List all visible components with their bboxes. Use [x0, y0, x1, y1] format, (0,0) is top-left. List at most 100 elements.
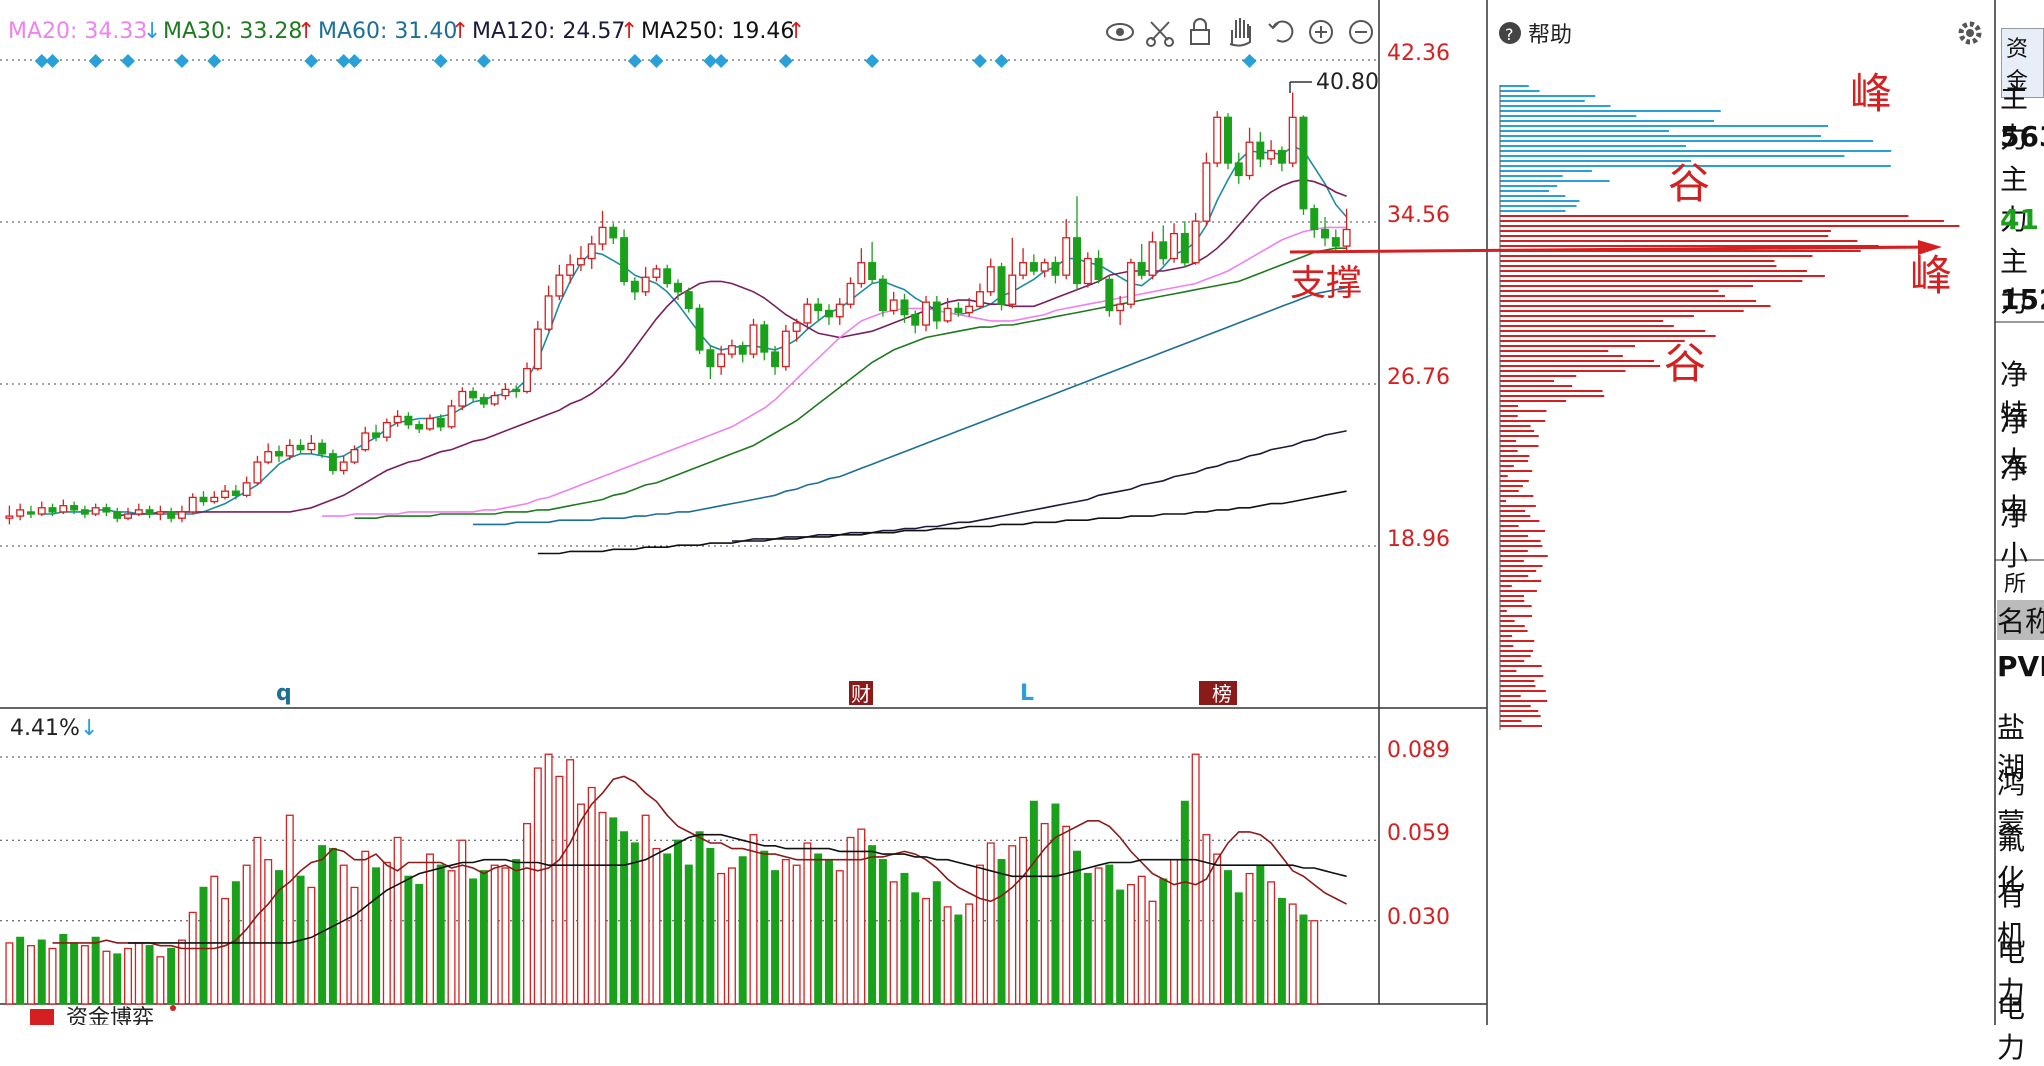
- volume-bar-down: [911, 892, 920, 1005]
- ma250-up-arrow: ↑: [787, 19, 805, 44]
- candle-down: [630, 280, 639, 293]
- side-list-item[interactable]: 鸿蒙: [1997, 767, 2026, 840]
- price-tick-label: 34.56: [1387, 203, 1450, 228]
- lock-icon[interactable]: [1190, 18, 1210, 45]
- candle-down: [738, 345, 747, 355]
- scissors-icon[interactable]: [1146, 21, 1174, 47]
- help-icon-glyph: ?: [1505, 25, 1514, 44]
- candle-down: [824, 309, 833, 318]
- side-list-item[interactable]: 氟化: [1997, 823, 2026, 896]
- price-axis: 42.36 34.56 26.76 18.96: [1387, 41, 1450, 552]
- volume-axis: 0.089 0.059 0.030: [1387, 738, 1450, 930]
- undo-icon[interactable]: [1268, 20, 1294, 43]
- candle-up: [846, 282, 855, 305]
- candle-down: [684, 291, 693, 310]
- zoom-out-icon[interactable]: [1349, 20, 1373, 44]
- candle-up: [393, 415, 402, 424]
- volume-bar-up: [242, 864, 251, 1005]
- volume-bar-down: [1029, 800, 1038, 1005]
- volume-bar-up: [1191, 753, 1200, 1005]
- side-net-label: 净小: [2000, 499, 2029, 572]
- volume-bar-down: [868, 845, 877, 1005]
- bottom-tab-fund-game[interactable]: 资金博弈: [30, 1005, 176, 1025]
- volume-down-arrow: ↓: [80, 716, 98, 741]
- volume-bar-up: [803, 842, 812, 1005]
- volume-bar-up: [339, 864, 348, 1005]
- side-list-item[interactable]: 电力: [1997, 991, 2026, 1064]
- volume-bar-up: [1094, 867, 1103, 1005]
- volume-bar-up: [641, 814, 650, 1005]
- ma120-up-arrow: ↑: [620, 19, 638, 44]
- candle-down: [900, 299, 909, 316]
- volume-bar-up: [889, 881, 898, 1005]
- volume-bar-down: [113, 953, 122, 1005]
- candle-down: [1137, 262, 1146, 276]
- candle-up: [1008, 274, 1017, 305]
- volume-bar-up: [652, 847, 661, 1005]
- side-list-item[interactable]: 盐湖: [1997, 711, 2026, 784]
- candle-down: [1051, 262, 1060, 276]
- event-marker: [627, 54, 642, 68]
- volume-bar-up: [523, 822, 532, 1005]
- volume-bar-up: [264, 859, 273, 1005]
- event-marker: [714, 54, 729, 68]
- candle-up: [587, 243, 596, 260]
- event-marker: [703, 54, 718, 68]
- side-list-item[interactable]: 电力: [1997, 935, 2026, 1008]
- help-button[interactable]: ? 帮助: [1499, 22, 1572, 48]
- ma20-legend: MA20: 34.33: [8, 19, 147, 44]
- volume-bar-down: [1223, 870, 1232, 1005]
- hand-icon[interactable]: [1229, 18, 1251, 47]
- volume-bar-up: [382, 861, 391, 1005]
- volume-bar-down: [1256, 864, 1265, 1005]
- candle-down: [26, 511, 35, 515]
- candle-down: [167, 511, 176, 519]
- ma30-legend: MA30: 33.28: [163, 19, 302, 44]
- candle-up: [59, 505, 68, 513]
- volume-bar-up: [1008, 845, 1017, 1005]
- candle-down: [1234, 162, 1243, 177]
- volume-bar-down: [1277, 897, 1286, 1005]
- zoom-in-icon[interactable]: [1309, 20, 1333, 44]
- candle-up: [544, 295, 553, 330]
- eye-icon[interactable]: [1106, 23, 1134, 41]
- ma120-line: [731, 430, 1347, 542]
- candle-up: [598, 226, 607, 245]
- volume-bar-down: [760, 850, 769, 1005]
- candle-up: [1116, 303, 1125, 312]
- volume-bar-up: [447, 870, 456, 1005]
- volume-bar-up: [975, 864, 984, 1005]
- side-list-header[interactable]: 名称: [1997, 600, 2044, 640]
- event-marker: [972, 54, 987, 68]
- candle-up: [458, 390, 467, 407]
- candle-up: [1062, 237, 1071, 276]
- side-row-label: 主力: [2000, 245, 2029, 318]
- volume-bar-down: [318, 845, 327, 1005]
- event-marker: [304, 54, 319, 68]
- candle-up: [425, 417, 434, 430]
- volume-bar-up: [1126, 884, 1135, 1005]
- candle-down: [1277, 149, 1286, 164]
- candle-down: [372, 432, 381, 438]
- candle-up: [264, 451, 273, 463]
- side-list-item[interactable]: PVD: [1997, 650, 2044, 683]
- volume-bar-down: [167, 947, 176, 1005]
- candle-up: [965, 305, 974, 314]
- volume-bar-up: [285, 814, 294, 1005]
- candle-down: [760, 324, 769, 353]
- volume-bar-up: [555, 775, 564, 1005]
- candle-up: [1202, 162, 1211, 222]
- volume-bar-up: [80, 945, 89, 1005]
- volume-bar-down: [684, 864, 693, 1005]
- candle-down: [706, 349, 715, 368]
- settings-icon[interactable]: [1958, 21, 1982, 45]
- volume-bar-up: [835, 870, 844, 1005]
- volume-bar-up: [1267, 881, 1276, 1005]
- price-tick-label: 26.76: [1387, 365, 1450, 390]
- stock-chart-canvas: MA20: 34.33 ↓ MA30: 33.28 ↑ MA60: 31.40 …: [0, 0, 2044, 1025]
- candle-up: [242, 482, 251, 496]
- candle-up: [91, 507, 100, 515]
- side-panel-tab[interactable]: 资金: [2001, 28, 2044, 98]
- side-list-item[interactable]: 有机: [1997, 879, 2026, 952]
- volume-bar-up: [210, 875, 219, 1005]
